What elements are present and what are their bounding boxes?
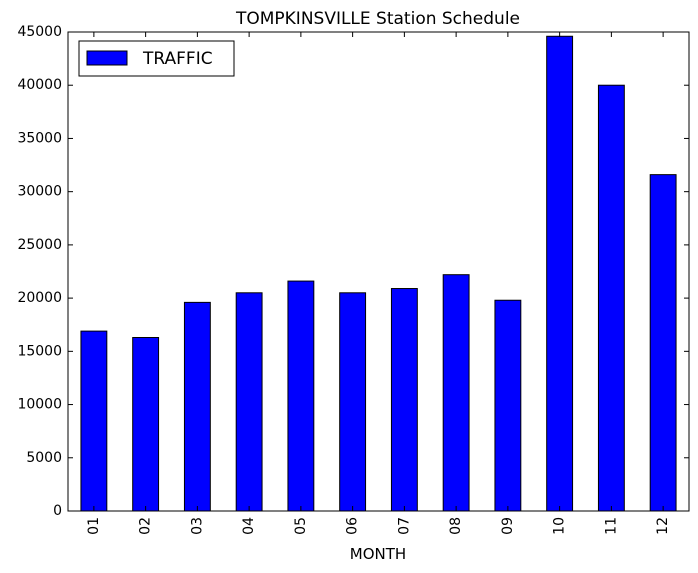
y-tick-label-35000: 35000 — [17, 130, 62, 146]
y-tick-label-5000: 5000 — [26, 450, 62, 466]
bar-11 — [597, 84, 625, 512]
bar-04 — [235, 292, 263, 512]
bars-layer — [80, 35, 677, 512]
x-tick-label-11: 11 — [603, 517, 619, 535]
x-tick-label-04: 04 — [241, 517, 257, 535]
x-axis: 01 02 03 04 05 06 07 08 09 10 11 12 — [86, 32, 671, 535]
legend: TRAFFIC — [78, 40, 235, 77]
x-tick-label-02: 02 — [138, 517, 154, 535]
y-tick-label-15000: 15000 — [17, 343, 62, 359]
y-tick-label-30000: 30000 — [17, 184, 62, 200]
x-tick-label-01: 01 — [86, 517, 102, 535]
plot-frame — [67, 31, 690, 512]
bar-12 — [649, 174, 677, 512]
x-tick-label-06: 06 — [345, 517, 361, 535]
y-tick-label-45000: 45000 — [17, 24, 62, 40]
x-tick-label-07: 07 — [396, 517, 412, 535]
bar-02 — [132, 337, 160, 512]
x-tick-label-12: 12 — [655, 517, 671, 535]
y-tick-label-20000: 20000 — [17, 290, 62, 306]
x-tick-label-08: 08 — [448, 517, 464, 535]
bar-10 — [546, 35, 574, 512]
legend-swatch — [86, 50, 128, 66]
x-tick-label-03: 03 — [189, 517, 205, 535]
bar-03 — [183, 301, 211, 512]
bar-08 — [442, 274, 470, 512]
bar-09 — [494, 299, 522, 512]
chart-title: TOMPKINSVILLE Station Schedule — [235, 9, 520, 29]
x-tick-label-05: 05 — [293, 517, 309, 535]
legend-label: TRAFFIC — [142, 49, 213, 69]
bar-01 — [80, 330, 108, 512]
bar-06 — [339, 292, 367, 512]
x-axis-label: MONTH — [350, 545, 406, 563]
y-tick-label-25000: 25000 — [17, 237, 62, 253]
y-tick-label-40000: 40000 — [17, 77, 62, 93]
x-tick-label-10: 10 — [552, 517, 568, 535]
bar-07 — [390, 288, 418, 512]
y-axis: 0 5000 10000 15000 20000 25000 30000 35000 40000… — [17, 24, 689, 519]
bar-05 — [287, 280, 315, 512]
y-tick-label-0: 0 — [53, 503, 62, 519]
x-tick-label-09: 09 — [500, 517, 516, 535]
y-tick-label-10000: 10000 — [17, 397, 62, 413]
